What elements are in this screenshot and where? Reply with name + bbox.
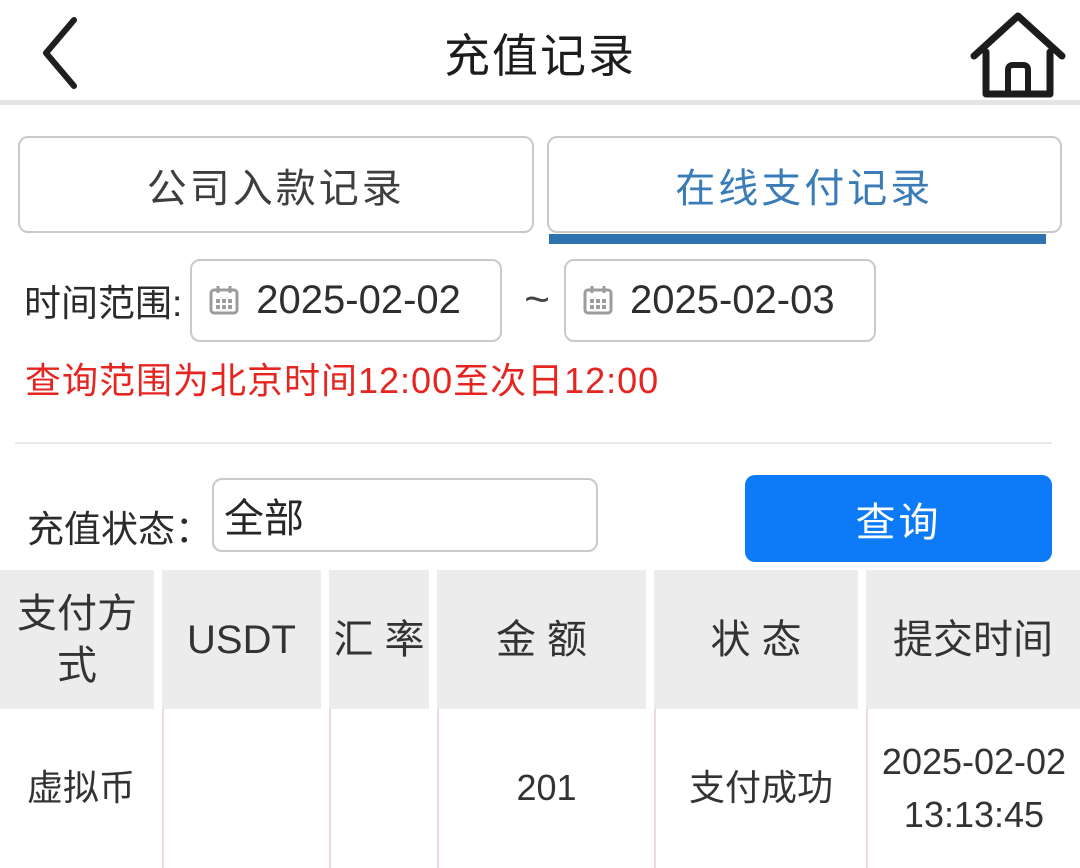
date-from-input[interactable]: 2025-02-02 bbox=[190, 258, 503, 342]
cell-submit-time: 2025-02-02 13:13:45 bbox=[866, 709, 1080, 868]
home-icon bbox=[969, 7, 1067, 99]
date-range-row: 时间范围: 2025-02-02 ~ bbox=[0, 258, 1080, 342]
status-select[interactable]: 全部 bbox=[212, 478, 598, 552]
query-button[interactable]: 查询 bbox=[745, 475, 1052, 562]
section-divider bbox=[15, 442, 1052, 444]
table-row: 虚拟币 201 支付成功 2025-02-02 13:13:45 bbox=[0, 709, 1080, 868]
calendar-icon bbox=[208, 284, 240, 316]
col-rate: 汇 率 bbox=[329, 570, 437, 709]
query-button-label: 查询 bbox=[855, 500, 942, 545]
date-to-input[interactable]: 2025-02-03 bbox=[563, 258, 876, 342]
range-separator: ~ bbox=[524, 275, 550, 324]
tab-online-payment-label: 在线支付记录 bbox=[675, 166, 934, 211]
cell-payment-method: 虚拟币 bbox=[26, 767, 135, 809]
status-select-value: 全部 bbox=[224, 497, 304, 541]
col-status: 状 态 bbox=[654, 570, 866, 709]
status-filter-row: 充值状态： 全部 查询 bbox=[0, 475, 1080, 563]
col-amount: 金 额 bbox=[437, 570, 654, 709]
date-range-label: 时间范围: bbox=[24, 283, 183, 324]
col-usdt: USDT bbox=[162, 570, 329, 709]
cell-status: 支付成功 bbox=[654, 709, 866, 868]
table-header-row: 支付方式 USDT 汇 率 金 额 状 态 提交时间 bbox=[0, 570, 1080, 709]
tab-company-deposit-label: 公司入款记录 bbox=[146, 166, 405, 211]
status-label: 充值状态： bbox=[27, 509, 212, 550]
cell-rate bbox=[329, 709, 437, 868]
date-to-value: 2025-02-03 bbox=[629, 277, 835, 322]
page-title: 充值记录 bbox=[444, 29, 636, 82]
cell-usdt bbox=[162, 709, 329, 868]
home-button[interactable] bbox=[968, 6, 1068, 100]
back-button[interactable] bbox=[34, 13, 84, 93]
records-table: 支付方式 USDT 汇 率 金 额 状 态 提交时间 虚拟币 201 支付成功 … bbox=[0, 570, 1080, 868]
top-bar: 充值记录 bbox=[0, 0, 1080, 105]
col-submit-time: 提交时间 bbox=[866, 570, 1080, 709]
cell-amount: 201 bbox=[437, 709, 654, 868]
tab-online-payment[interactable]: 在线支付记录 bbox=[546, 136, 1062, 244]
col-payment-method: 支付方式 bbox=[0, 570, 162, 709]
record-tabs: 公司入款记录 在线支付记录 bbox=[18, 136, 1062, 244]
calendar-icon bbox=[582, 284, 614, 316]
tab-company-deposit[interactable]: 公司入款记录 bbox=[18, 136, 534, 233]
query-range-notice: 查询范围为北京时间12:00至次日12:00 bbox=[25, 360, 660, 401]
date-from-value: 2025-02-02 bbox=[256, 277, 461, 322]
chevron-left-icon bbox=[38, 14, 80, 92]
